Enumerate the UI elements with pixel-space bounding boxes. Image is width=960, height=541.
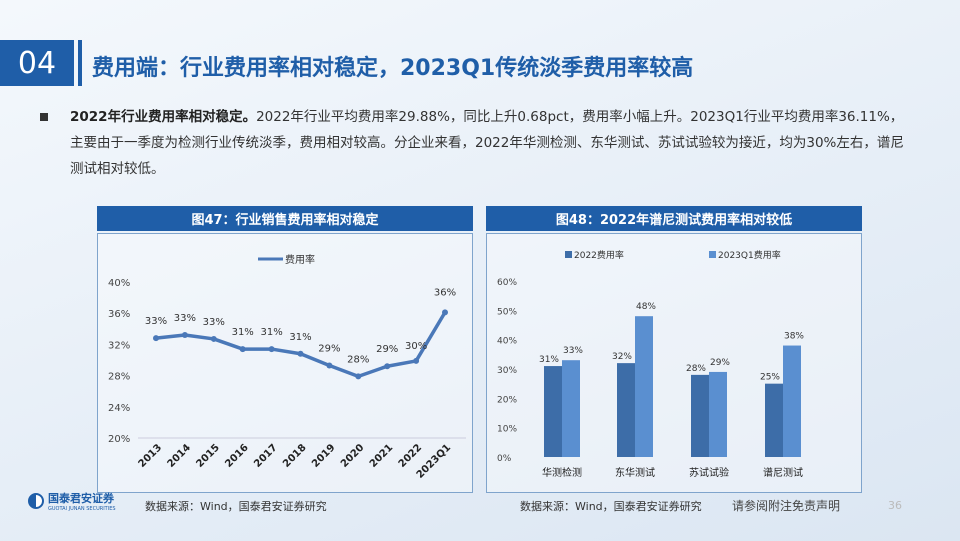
bar-chart: 2022费用率 2023Q1费用率 0% 10% 20% 30% 40% 50% 60% 31% 3…: [497, 249, 804, 479]
legend-label: 2022费用率: [574, 249, 624, 261]
logo-subtext: GUOTAI JUNAN SECURITIES: [48, 506, 116, 512]
data-label: 31%: [260, 327, 282, 338]
x-tick-label: 2015: [194, 442, 221, 469]
data-label: 33%: [145, 316, 167, 327]
bar: [709, 371, 727, 457]
x-tick-label: 华测检测: [542, 466, 582, 479]
data-label: 38%: [784, 332, 804, 342]
data-point: [210, 335, 217, 342]
data-point: [239, 346, 246, 353]
section-number: 04: [0, 40, 74, 86]
bar: [765, 383, 783, 457]
data-point: [181, 332, 188, 339]
data-label: 31%: [232, 327, 254, 338]
title-divider: [78, 40, 82, 86]
data-label: 32%: [612, 352, 632, 362]
chart-left-title: 图47：行业销售费用率相对稳定: [97, 206, 473, 231]
y-tick-label: 28%: [108, 372, 130, 383]
y-tick-label: 0%: [497, 454, 512, 464]
data-label: 31%: [289, 332, 311, 343]
y-tick-label: 36%: [108, 309, 130, 320]
disclaimer: 请参阅附注免责声明: [732, 499, 841, 513]
bar: [635, 316, 653, 457]
page-number: 36: [888, 499, 902, 512]
bar: [562, 360, 580, 457]
data-label: 31%: [539, 355, 559, 365]
bar: [783, 345, 801, 457]
data-label: 25%: [760, 373, 780, 383]
data-point: [355, 373, 362, 380]
bullet-paragraph: 2022年行业费用率相对稳定。2022年行业平均费用率29.88%，同比上升0.…: [40, 104, 910, 182]
data-label: 33%: [203, 317, 225, 328]
data-point: [268, 346, 275, 353]
source-right: 数据来源：Wind，国泰君安证券研究: [520, 500, 702, 513]
logo-text: 国泰君安证券: [48, 492, 114, 505]
x-tick-label: 2016: [223, 442, 250, 469]
chart-right-panel: 2022费用率 2023Q1费用率 0% 10% 20% 30% 40% 50% 60% 31% 3…: [486, 233, 862, 493]
x-tick-label: 2020: [339, 442, 366, 469]
y-tick-label: 60%: [497, 278, 517, 288]
data-label: 48%: [636, 302, 656, 312]
data-label: 33%: [174, 313, 196, 324]
bar: [544, 366, 562, 457]
data-label: 29%: [376, 344, 398, 355]
y-tick-label: 50%: [497, 307, 517, 317]
logo-icon: [28, 493, 44, 509]
bullet-body: 2022年行业平均费用率29.88%，同比上升0.68pct，费用率小幅上升。2…: [70, 109, 904, 177]
y-tick-label: 20%: [497, 395, 517, 405]
x-tick-label: 2018: [281, 442, 308, 469]
y-tick-label: 10%: [497, 425, 517, 435]
bullet-icon: [40, 113, 48, 121]
legend-swatch: [565, 251, 572, 258]
series-line: [155, 311, 447, 379]
company-logo: 国泰君安证券 GUOTAI JUNAN SECURITIES: [28, 490, 116, 512]
x-tick-label: 东华测试: [615, 466, 655, 479]
page-title: 费用端：行业费用率相对稳定，2023Q1传统淡季费用率较高: [92, 56, 694, 81]
x-tick-label: 苏试试验: [689, 466, 729, 479]
x-tick-label: 2022: [397, 442, 424, 469]
legend-label: 2023Q1费用率: [718, 249, 781, 261]
data-point: [442, 309, 448, 316]
y-tick-label: 30%: [497, 366, 517, 376]
data-label: 28%: [686, 364, 706, 374]
data-label: 29%: [318, 343, 340, 354]
bar: [691, 374, 709, 457]
y-tick-label: 40%: [108, 278, 130, 289]
data-label: 36%: [434, 287, 456, 298]
x-tick-label: 2021: [368, 442, 395, 469]
y-tick-label: 40%: [497, 337, 517, 347]
x-tick-label: 2017: [252, 442, 279, 469]
data-point: [413, 357, 420, 364]
data-point: [297, 350, 304, 357]
data-label: 28%: [347, 354, 369, 365]
bar: [617, 363, 635, 457]
y-tick-label: 20%: [108, 434, 130, 445]
chart-right-title: 图48：2022年谱尼测试费用率相对较低: [486, 206, 862, 231]
x-tick-label: 2014: [166, 442, 193, 469]
data-label: 33%: [563, 346, 583, 356]
x-tick-label: 2013: [137, 442, 164, 469]
data-point: [384, 363, 391, 370]
bullet-lead: 2022年行业费用率相对稳定。: [70, 109, 257, 125]
source-left: 数据来源：Wind，国泰君安证券研究: [145, 500, 327, 513]
y-tick-label: 32%: [108, 340, 130, 351]
legend-label: 费用率: [285, 253, 315, 266]
x-tick-label: 谱尼测试: [763, 466, 803, 479]
x-tick-label: 2019: [310, 442, 337, 469]
data-label: 30%: [405, 341, 427, 352]
data-point: [326, 362, 333, 369]
chart-left-panel: 费用率 20% 24% 28% 32% 36% 40% 33% 33% 33% 31% 31% 31% 2…: [97, 233, 473, 493]
data-label: 29%: [710, 358, 730, 368]
line-chart: 费用率 20% 24% 28% 32% 36% 40% 33% 33% 33% 31% 31% 31% 2…: [108, 253, 466, 481]
y-tick-label: 24%: [108, 403, 130, 414]
legend-swatch: [709, 251, 716, 258]
data-point: [153, 335, 159, 342]
